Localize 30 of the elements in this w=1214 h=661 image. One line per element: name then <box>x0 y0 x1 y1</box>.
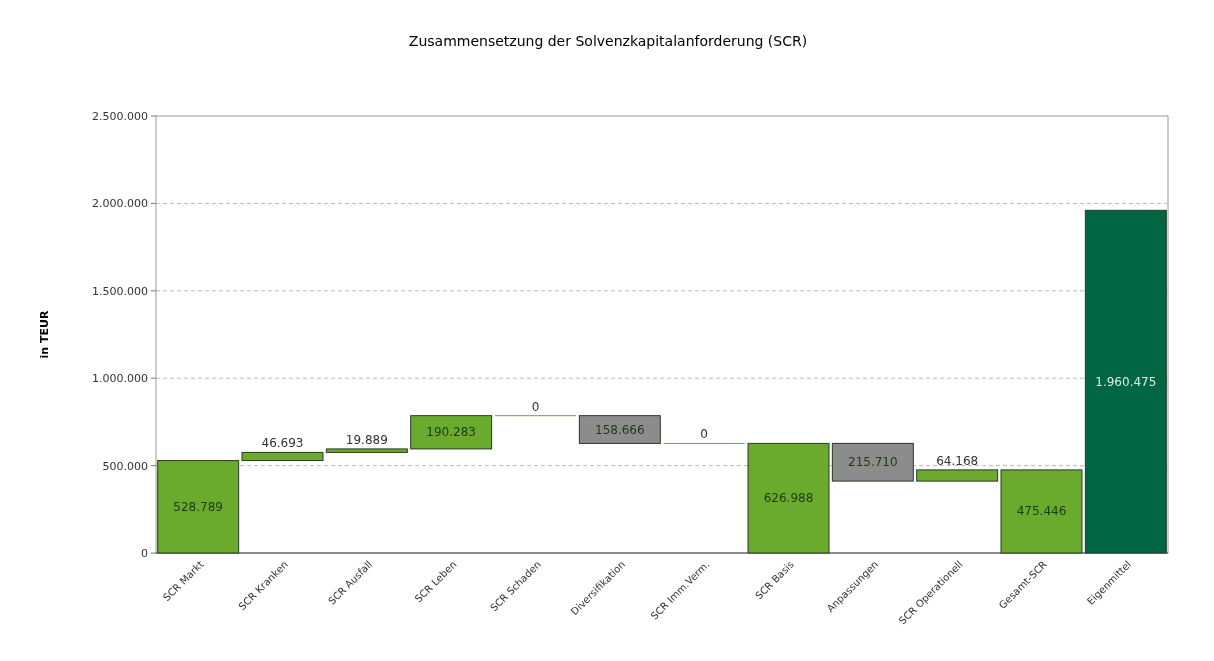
bar <box>1000 469 1083 554</box>
data-label: 215.710 <box>848 455 898 470</box>
bar <box>1084 209 1167 554</box>
data-label: 626.988 <box>763 491 814 506</box>
y-tick-label: 1.500.000 <box>92 284 148 298</box>
bar <box>325 448 408 453</box>
bar <box>410 415 493 450</box>
y-tick-label: 0 <box>141 547 148 560</box>
data-label: 0 <box>531 399 540 414</box>
bar <box>578 415 661 444</box>
bar <box>241 451 324 462</box>
y-axis-title: in TEUR <box>38 310 51 359</box>
y-tick-label: 1.000.000 <box>92 372 148 386</box>
bar <box>831 442 914 482</box>
data-label: 158.666 <box>595 422 645 437</box>
y-tick-label: 2.000.000 <box>92 197 148 211</box>
data-label: 64.168 <box>936 453 979 468</box>
data-label: 46.693 <box>261 436 304 451</box>
data-label: 1.960.475 <box>1095 374 1157 389</box>
bar <box>157 460 240 554</box>
data-label: 19.889 <box>345 432 388 447</box>
bar <box>747 442 830 554</box>
data-label: 190.283 <box>426 425 476 440</box>
bar <box>916 469 999 482</box>
data-label: 528.789 <box>173 499 223 514</box>
chart-title: Zusammensetzung der Solvenzkapitalanforderung (SCR) <box>408 33 808 49</box>
y-tick-label: 2.500.000 <box>92 110 148 123</box>
y-tick-label: 500.000 <box>102 459 148 473</box>
data-label: 0 <box>700 427 708 442</box>
data-label: 475.446 <box>1016 504 1067 519</box>
